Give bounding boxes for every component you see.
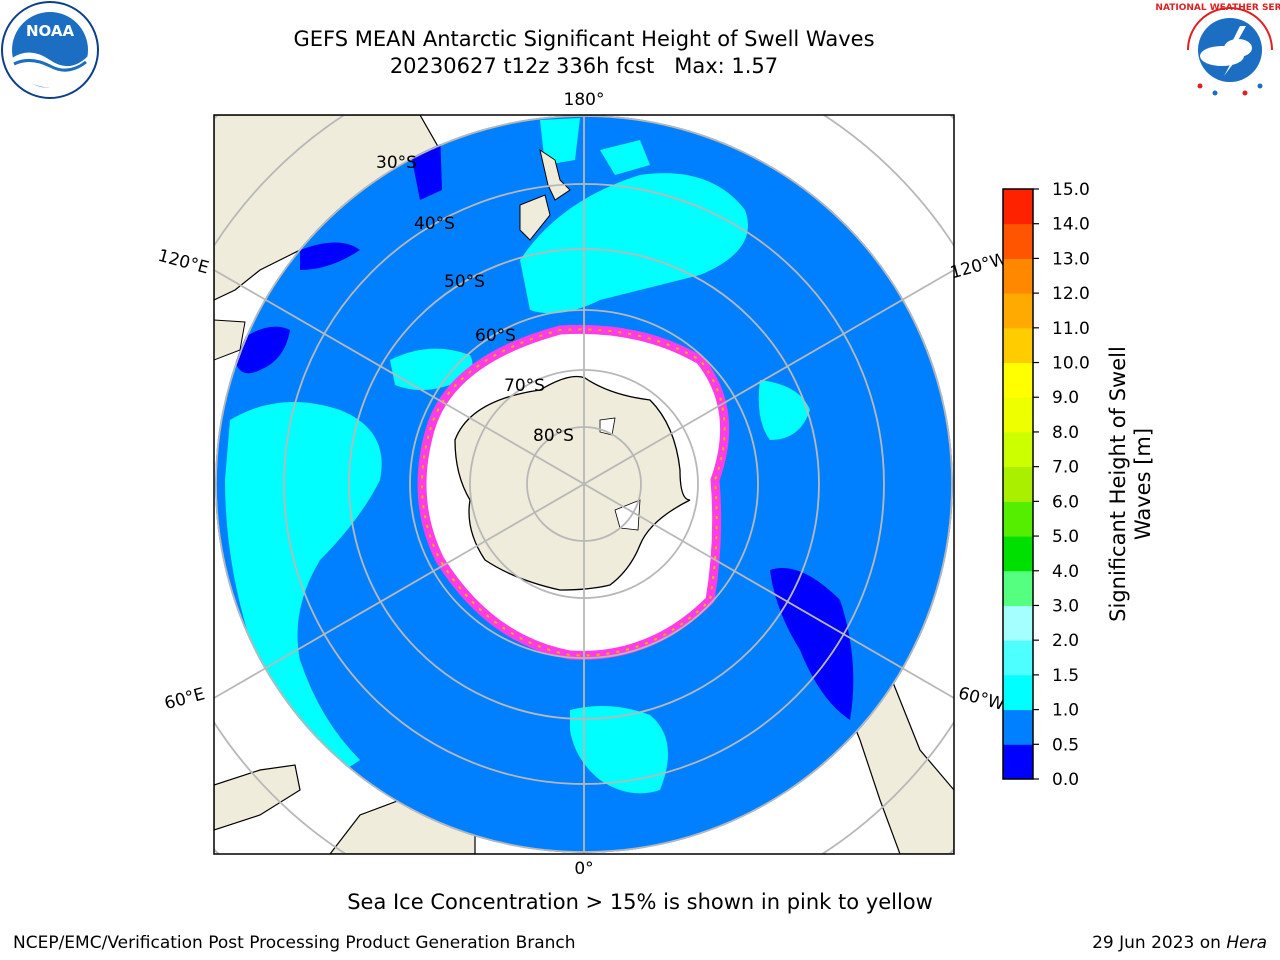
lon-label-0: 0° bbox=[574, 859, 593, 879]
nws-logo-text: NATIONAL WEATHER SERVICE bbox=[1155, 3, 1280, 13]
lon-label-60w: 60°W bbox=[956, 683, 1007, 715]
colorbar-tick-label: 12.0 bbox=[1052, 284, 1090, 304]
lat-label-30s: 30°S bbox=[376, 153, 417, 173]
colorbar-band bbox=[1003, 466, 1033, 502]
colorbar-band bbox=[1003, 674, 1033, 711]
colorbar-tick-label: 6.0 bbox=[1052, 492, 1079, 512]
colorbar-tick-label: 0.5 bbox=[1052, 735, 1079, 755]
antarctica-land bbox=[454, 375, 691, 591]
lat-label-70s: 70°S bbox=[504, 376, 545, 396]
colorbar-band bbox=[1003, 327, 1033, 364]
lon-label-120e: 120°E bbox=[156, 246, 211, 279]
colorbar-label-line2: Waves [m] bbox=[1131, 428, 1155, 540]
sea-ice-note: Sea Ice Concentration > 15% is shown in … bbox=[347, 890, 933, 914]
colorbar-tick-label: 7.0 bbox=[1052, 458, 1079, 478]
lon-label-120w: 120°W bbox=[948, 249, 1009, 283]
colorbar-band bbox=[1003, 640, 1033, 676]
colorbar-band bbox=[1003, 293, 1033, 329]
colorbar-tick-label: 14.0 bbox=[1052, 215, 1090, 235]
date-text: 29 Jun 2023 on bbox=[1092, 933, 1227, 953]
map-title: GEFS MEAN Antarctic Significant Height o… bbox=[293, 27, 875, 51]
colorbar-tick-label: 15.0 bbox=[1052, 180, 1090, 200]
colorbar-band bbox=[1003, 709, 1033, 745]
colorbar-band bbox=[1003, 536, 1033, 572]
colorbar-tick-label: 8.0 bbox=[1052, 423, 1079, 443]
colorbar-band bbox=[1003, 501, 1033, 537]
colorbar-band bbox=[1003, 570, 1033, 606]
colorbar-band bbox=[1003, 362, 1033, 398]
colorbar-label-line1: Significant Height of Swell bbox=[1106, 346, 1130, 622]
lat-label-50s: 50°S bbox=[444, 272, 485, 292]
colorbar-tick-label: 4.0 bbox=[1052, 562, 1079, 582]
colorbar-band bbox=[1003, 431, 1033, 468]
swell-field bbox=[215, 115, 953, 853]
colorbar-tick-label: 13.0 bbox=[1052, 249, 1090, 269]
colorbar-tick-label: 3.0 bbox=[1052, 596, 1079, 616]
noaa-logo-text: NOAA bbox=[26, 22, 75, 40]
colorbar-band bbox=[1003, 258, 1033, 294]
colorbar-band bbox=[1003, 397, 1033, 433]
colorbar-tick-label: 2.0 bbox=[1052, 631, 1079, 651]
lat-label-40s: 40°S bbox=[414, 214, 455, 234]
map-area bbox=[214, 115, 954, 854]
colorbar-band bbox=[1003, 223, 1033, 259]
colorbar-band bbox=[1003, 605, 1033, 641]
lat-label-80s: 80°S bbox=[533, 426, 574, 446]
noaa-logo-icon: NOAA bbox=[1, 1, 99, 99]
colorbar-band bbox=[1003, 744, 1033, 780]
credit-text: NCEP/EMC/Verification Post Processing Pr… bbox=[13, 933, 576, 953]
lon-label-60e: 60°E bbox=[162, 684, 207, 714]
lat-label-60s: 60°S bbox=[475, 326, 516, 346]
colorbar-band bbox=[1003, 189, 1033, 225]
nws-logo-icon: NATIONAL WEATHER SERVICE bbox=[1155, 2, 1280, 98]
map-frame bbox=[213, 114, 955, 855]
colorbar-tick-label: 1.0 bbox=[1052, 701, 1079, 721]
machine-name: Hera bbox=[1226, 933, 1267, 953]
map-subtitle: 20230627 t12z 336h fcst Max: 1.57 bbox=[389, 54, 779, 78]
colorbar-tick-label: 1.5 bbox=[1052, 666, 1079, 686]
colorbar-tick-label: 9.0 bbox=[1052, 388, 1079, 408]
colorbar: 0.0 0.5 1.0 1.5 2.0 3.0 4.0 5.0 6.0 7.0 8.0 9.0 10.0… bbox=[1002, 180, 1155, 790]
lon-label-180: 180° bbox=[564, 90, 605, 110]
colorbar-tick-label: 10.0 bbox=[1052, 354, 1090, 374]
date-stamp: 29 Jun 2023 on Hera bbox=[1092, 933, 1267, 953]
colorbar-tick-label: 5.0 bbox=[1052, 527, 1079, 547]
colorbar-tick-label: 11.0 bbox=[1052, 319, 1090, 339]
colorbar-tick-label: 0.0 bbox=[1052, 770, 1079, 790]
